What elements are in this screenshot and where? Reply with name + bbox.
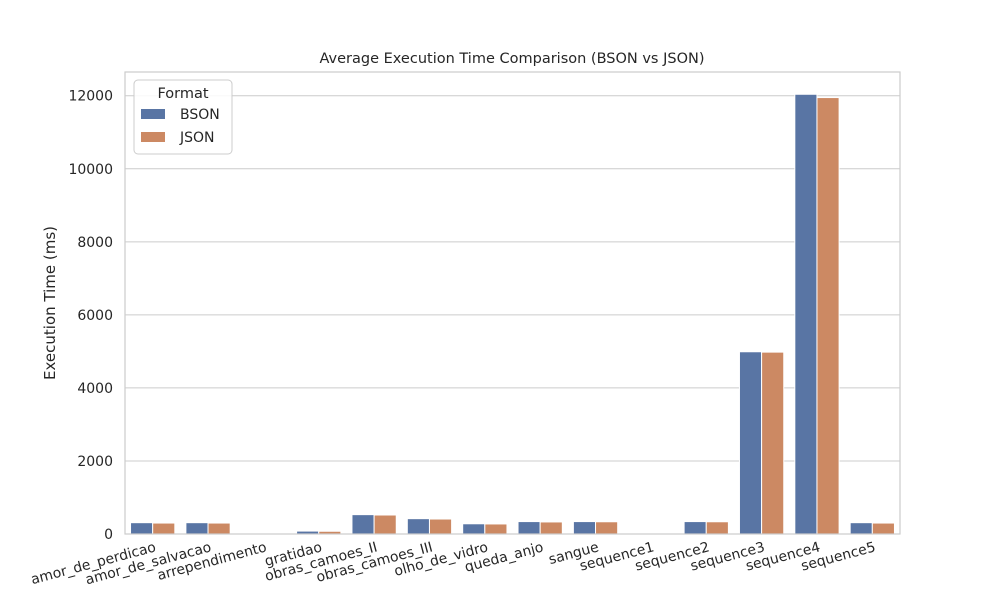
legend-title: Format	[157, 86, 208, 102]
y-tick-label: 12000	[68, 89, 113, 105]
bar-json	[374, 515, 396, 534]
bar-bson	[573, 522, 595, 534]
bar-json	[540, 522, 562, 534]
bar-bson	[518, 522, 540, 534]
y-tick-label: 2000	[77, 454, 113, 470]
legend-label-json: JSON	[179, 130, 215, 146]
bar-json	[429, 519, 451, 534]
bar-json	[817, 98, 839, 534]
bar-bson	[186, 523, 208, 534]
y-tick-labels: 0 2000 4000 6000 8000 10000 12000	[68, 89, 113, 543]
legend: Format BSON JSON	[134, 80, 232, 154]
bar-bson	[352, 515, 374, 534]
bar-bson	[407, 519, 429, 534]
bar-bson	[463, 524, 485, 534]
y-tick-label: 6000	[77, 308, 113, 324]
y-tick-label: 4000	[77, 381, 113, 397]
bar-json	[153, 523, 175, 534]
x-tick-labels: amor_de_perdicaoamor_de_salvacaoarrepend…	[29, 539, 877, 588]
y-axis-label: Execution Time (ms)	[41, 226, 59, 380]
y-tick-label: 0	[104, 527, 113, 543]
bar-bson	[131, 523, 153, 534]
bar-bson	[795, 94, 817, 534]
y-tick-label: 8000	[77, 235, 113, 251]
legend-swatch-bson	[141, 109, 165, 119]
bar-json	[872, 523, 894, 534]
legend-swatch-json	[141, 132, 165, 142]
bar-bson	[739, 352, 761, 534]
bar-json	[596, 522, 618, 534]
bar-json	[762, 352, 784, 534]
bar-bson	[850, 523, 872, 534]
y-tick-label: 10000	[68, 162, 113, 178]
legend-label-bson: BSON	[180, 107, 220, 123]
bar-json	[208, 523, 230, 534]
chart-title: Average Execution Time Comparison (BSON …	[319, 51, 704, 67]
bar-bson	[684, 522, 706, 534]
bar-json	[485, 524, 507, 534]
bar-json	[706, 522, 728, 534]
